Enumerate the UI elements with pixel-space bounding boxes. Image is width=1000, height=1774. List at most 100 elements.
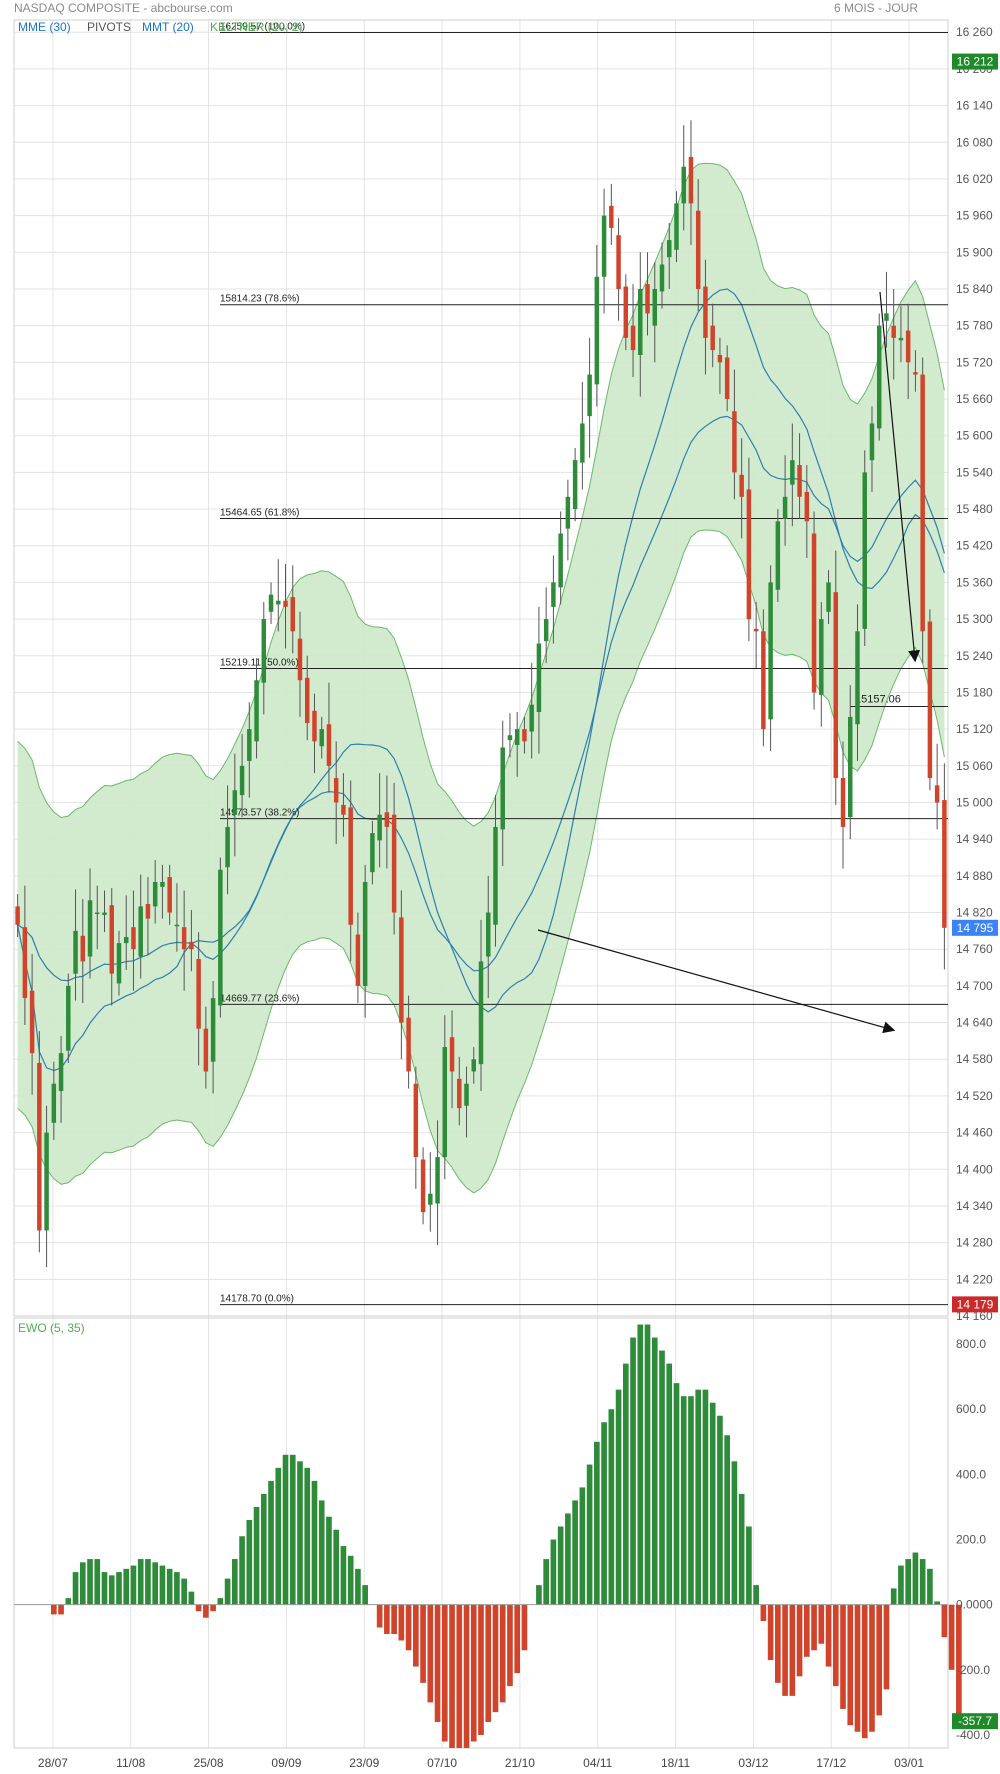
ewo-bar — [72, 1572, 79, 1605]
candle-body — [174, 924, 180, 927]
candle-body — [370, 833, 375, 873]
indicator-mme[interactable]: MME (30) — [18, 20, 71, 34]
indicator-keltner[interactable]: KELTNER (20, 2) — [210, 20, 303, 34]
candle-body — [22, 927, 28, 999]
ewo-bar — [507, 1604, 513, 1687]
ewo-bar — [268, 1480, 274, 1605]
candle-body — [667, 240, 672, 258]
ewo-bar — [594, 1441, 600, 1605]
candle-body — [196, 958, 201, 1029]
ewo-bar — [854, 1604, 861, 1732]
price-tick-label: 15 600 — [956, 429, 993, 443]
ewo-bar — [463, 1604, 470, 1748]
candle-body — [37, 1062, 42, 1231]
candle-body — [529, 704, 534, 732]
price-tick-label: 15 720 — [956, 355, 993, 369]
ewo-bar — [195, 1604, 202, 1612]
candle-body — [239, 765, 245, 796]
candle-body — [587, 374, 592, 417]
ewo-bar — [825, 1604, 832, 1667]
candle-body — [44, 1132, 49, 1231]
candle-body — [167, 877, 172, 913]
price-badge-text: 16 212 — [957, 55, 994, 69]
ewo-bar — [709, 1402, 716, 1605]
price-tick-label: 14 160 — [956, 1309, 993, 1323]
ewo-bar — [108, 1575, 115, 1605]
ewo-bar — [876, 1604, 883, 1716]
candle-body — [717, 355, 723, 363]
price-tick-label: 14 340 — [956, 1199, 993, 1213]
ewo-bar — [79, 1562, 86, 1605]
candle-body — [819, 619, 824, 695]
ewo-bar — [398, 1604, 405, 1641]
candle-body — [261, 619, 267, 683]
candle-body — [884, 313, 889, 321]
candle-body — [688, 156, 694, 204]
fibonacci-levels: 16259.57 (100.0%) 15814.23 (78.6%) 15464.6… — [220, 21, 948, 1306]
ewo-bar — [738, 1493, 745, 1605]
candle-body — [681, 166, 686, 204]
ewo-bar — [297, 1461, 303, 1605]
candle-body — [268, 594, 274, 612]
candle-body — [210, 998, 216, 1062]
candle-body — [797, 465, 802, 497]
date-tick-label: 03/12 — [738, 1756, 768, 1770]
price-tick-label: 15 120 — [956, 722, 993, 736]
chart-title: NASDAQ COMPOSITE - abcbourse.com — [14, 1, 233, 15]
price-tick-label: 14 280 — [956, 1236, 993, 1250]
candle-body — [428, 1193, 433, 1205]
period-label[interactable]: 6 MOIS - JOUR — [833, 1, 918, 15]
candle-body — [290, 597, 295, 632]
candle-body — [304, 677, 310, 724]
ewo-bar — [680, 1396, 687, 1605]
candle-body — [630, 325, 636, 351]
candle-body — [840, 778, 846, 827]
candle-body — [507, 735, 513, 741]
ewo-bar — [717, 1415, 723, 1605]
ewo-bar — [630, 1337, 636, 1605]
candle-body — [138, 906, 143, 957]
indicator-pivots[interactable]: PIVOTS — [87, 20, 132, 34]
candle-body — [51, 1083, 57, 1123]
ewo-bar — [934, 1601, 940, 1605]
candle-body — [471, 1059, 477, 1072]
ewo-bar — [289, 1454, 296, 1605]
candle-body — [391, 814, 397, 913]
candle-body — [753, 628, 759, 632]
candle-body — [855, 631, 860, 725]
candle-body — [413, 1083, 419, 1158]
ewo-bar — [65, 1598, 72, 1605]
candle-body — [869, 423, 875, 461]
ewo-bar — [145, 1559, 151, 1605]
candle-body — [29, 990, 35, 1054]
date-tick-label: 18/11 — [661, 1756, 690, 1770]
candle-body — [102, 912, 107, 915]
ewo-bar — [543, 1559, 549, 1605]
price-tick-label: 14 460 — [956, 1126, 993, 1140]
ewo-bar — [347, 1555, 354, 1605]
candle-body — [377, 814, 382, 841]
candle-body — [905, 330, 911, 363]
fib-label: 15219.11 (50.0%) — [220, 658, 299, 669]
indicator-mmt[interactable]: MMT (20) — [142, 20, 194, 34]
candle-body — [66, 985, 71, 1051]
candle-body — [326, 724, 332, 766]
ewo-bar — [890, 1588, 897, 1605]
candle-body — [276, 600, 281, 605]
ewo-bar — [956, 1604, 962, 1722]
candle-body — [232, 790, 238, 815]
ewo-bar — [861, 1604, 868, 1739]
ewo-bar — [688, 1396, 694, 1605]
ewo-bar — [174, 1572, 180, 1605]
ewo-bar — [572, 1500, 578, 1605]
ewo-bar — [318, 1500, 325, 1605]
candle-body — [594, 276, 600, 385]
ewo-bar — [159, 1565, 166, 1605]
date-tick-label: 09/09 — [271, 1756, 301, 1770]
date-tick-label: 11/08 — [116, 1756, 145, 1770]
candle-body — [319, 729, 324, 747]
keltner-lower-line — [17, 529, 945, 1194]
trend-arrows — [537, 291, 921, 1034]
fib-label: 14973.57 (38.2%) — [220, 808, 300, 819]
